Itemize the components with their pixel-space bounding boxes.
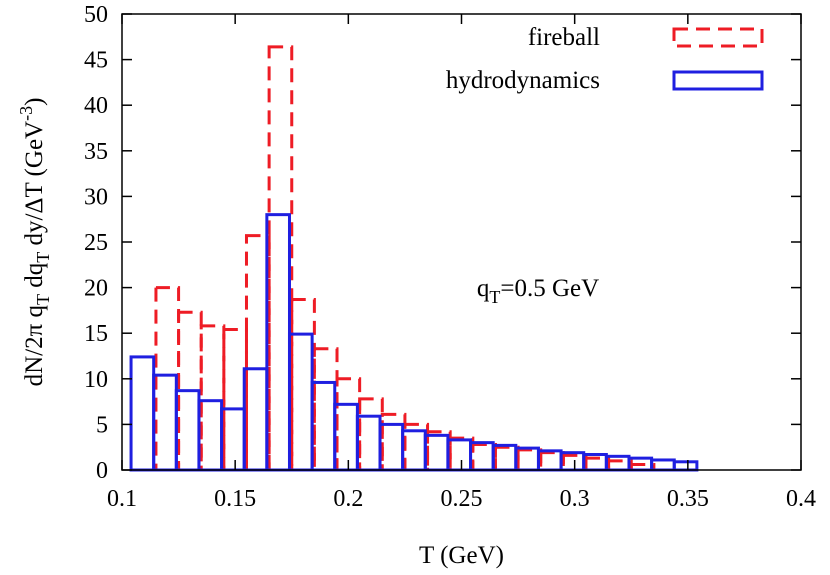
legend: fireball hydrodynamics bbox=[446, 24, 764, 94]
y-axis-title: dN/2π qT dqT dy/ΔT (GeV-3) bbox=[16, 98, 53, 387]
y-tick-label: 10 bbox=[84, 367, 108, 393]
fireball-bar bbox=[267, 45, 294, 472]
y-tick-label: 20 bbox=[84, 276, 108, 302]
x-axis-title: T (GeV) bbox=[419, 542, 504, 569]
fireball-bar bbox=[222, 328, 248, 472]
legend-key-hydrodynamics bbox=[672, 70, 764, 91]
hydrodynamics-bar bbox=[672, 460, 699, 472]
legend-label-fireball: fireball bbox=[528, 24, 600, 51]
axis-ticks bbox=[121, 13, 802, 471]
fireball-bar bbox=[471, 442, 497, 472]
y-tick-label: 40 bbox=[84, 93, 108, 119]
hydrodynamics-series bbox=[129, 213, 699, 472]
tick-labels: 0.1 0.15 0.2 0.25 0.3 0.35 0.4 0 5 10 15 20 25 30 35 40… bbox=[84, 2, 816, 512]
fireball-bar bbox=[629, 463, 656, 472]
legend-key-fireball bbox=[672, 27, 764, 48]
y-tick-label: 35 bbox=[84, 139, 108, 165]
qt-annotation: qT=0.5 GeV bbox=[477, 275, 599, 307]
x-tick-label: 0.35 bbox=[667, 486, 709, 512]
y-tick-label: 0 bbox=[96, 458, 108, 484]
y-tick-label: 5 bbox=[96, 412, 108, 438]
y-tick-label: 25 bbox=[84, 230, 108, 256]
y-tick-label: 45 bbox=[84, 48, 108, 74]
fireball-bar bbox=[358, 397, 384, 472]
x-tick-label: 0.1 bbox=[107, 486, 137, 512]
fireball-series bbox=[154, 45, 656, 472]
y-tick-label: 50 bbox=[84, 2, 108, 28]
x-tick-label: 0.2 bbox=[333, 486, 363, 512]
x-tick-label: 0.3 bbox=[560, 486, 590, 512]
y-tick-label: 15 bbox=[84, 321, 108, 347]
legend-label-hydrodynamics: hydrodynamics bbox=[446, 67, 600, 94]
hydrodynamics-bar bbox=[129, 355, 156, 472]
x-tick-label: 0.4 bbox=[786, 486, 816, 512]
x-tick-label: 0.25 bbox=[441, 486, 483, 512]
x-tick-label: 0.15 bbox=[214, 486, 256, 512]
y-tick-label: 30 bbox=[84, 184, 108, 210]
fireball-bar bbox=[448, 436, 475, 472]
